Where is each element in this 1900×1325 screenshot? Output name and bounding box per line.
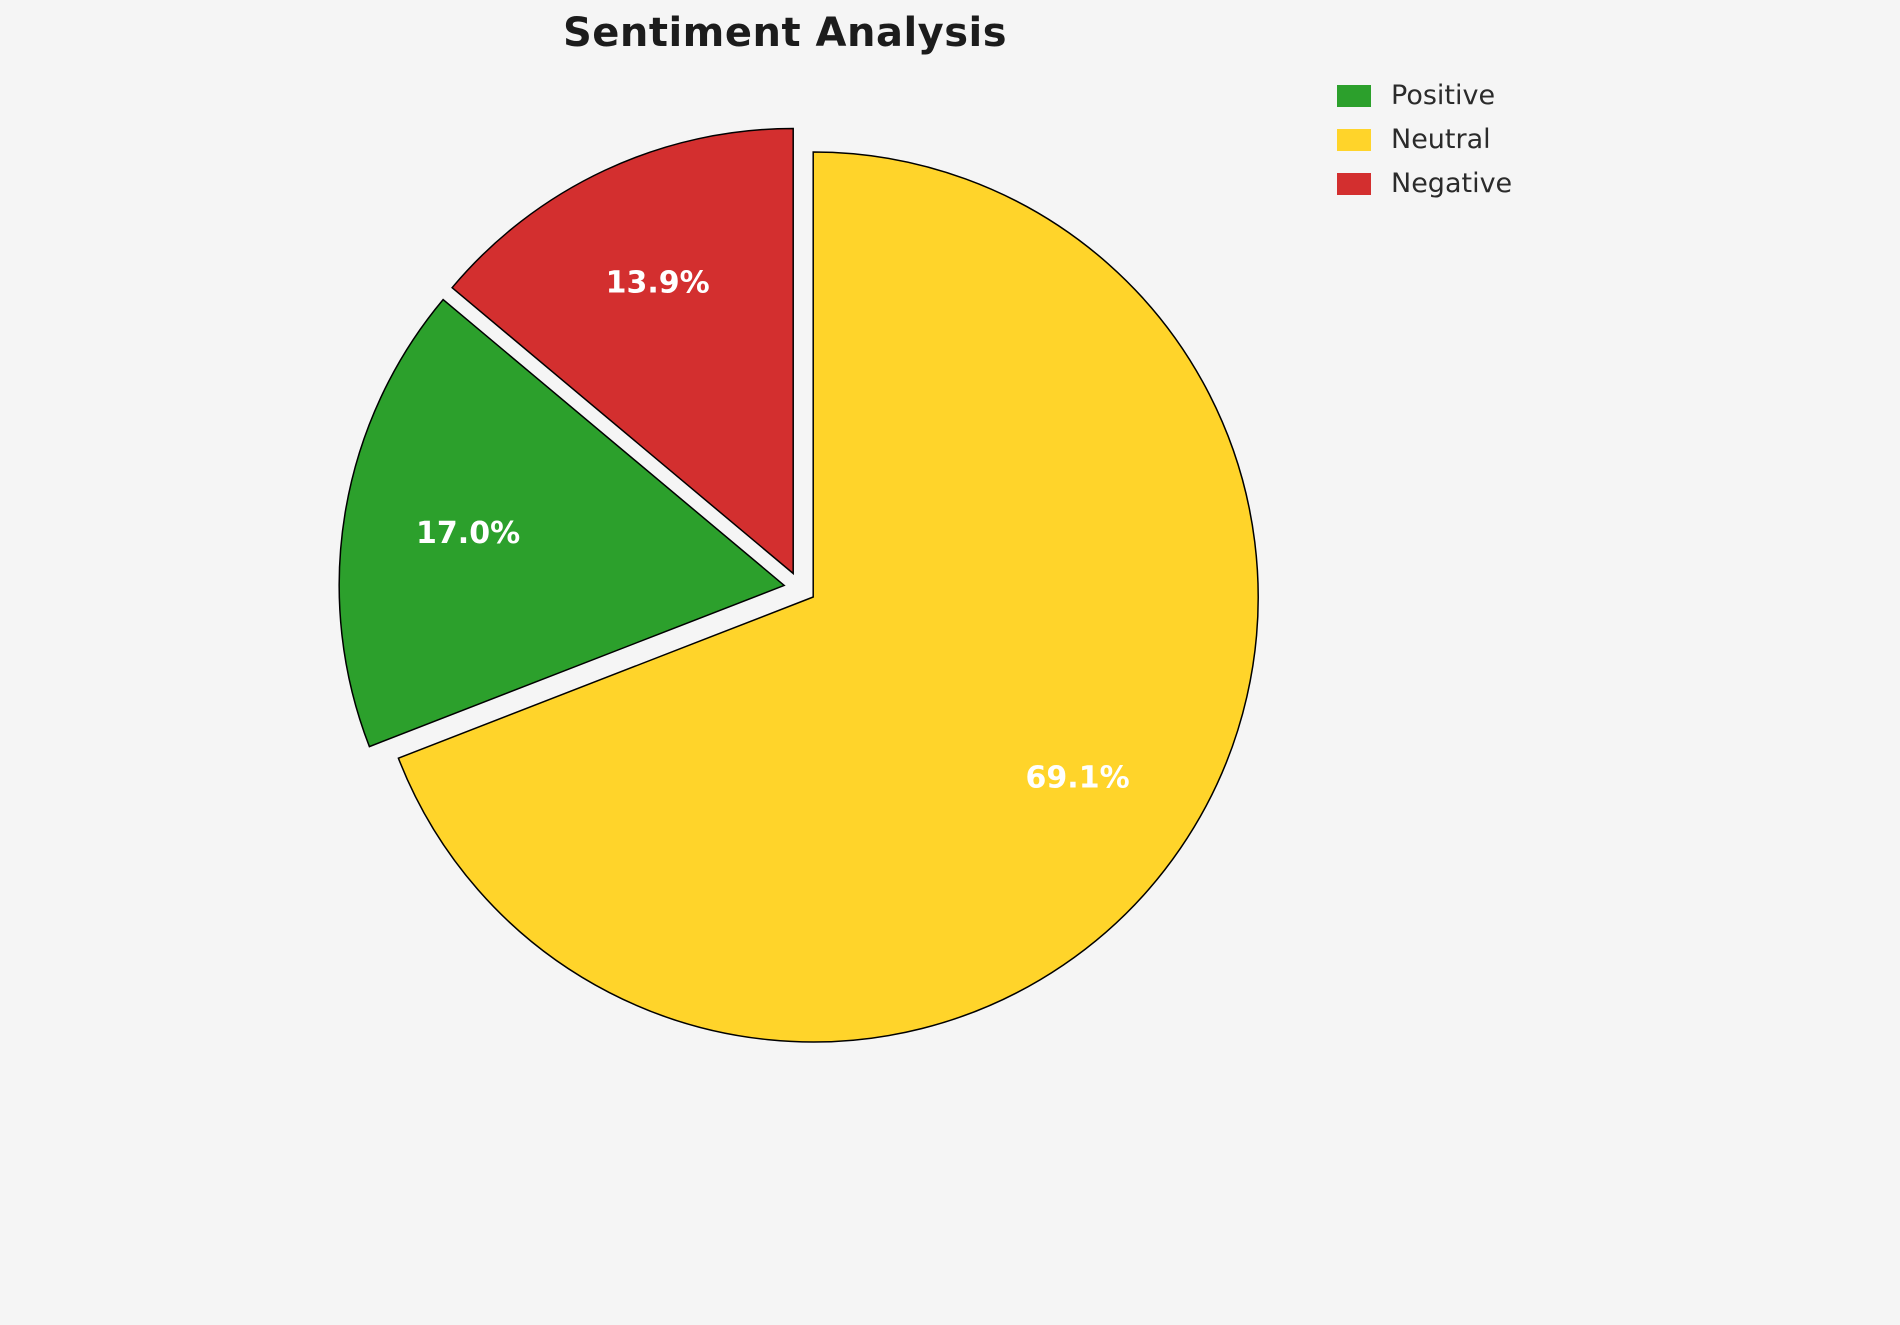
legend: Positive Neutral Negative [1337,82,1512,197]
legend-swatch-neutral-icon [1337,128,1371,151]
legend-label-positive: Positive [1391,80,1496,111]
legend-label-neutral: Neutral [1391,124,1491,155]
pct-label-neutral: 69.1% [1026,761,1130,796]
pct-label-positive: 17.0% [416,516,520,551]
chart-title: Sentiment Analysis [562,10,1008,56]
pie-slice-neutral [397,151,1259,1043]
legend-swatch-positive-icon [1337,84,1371,107]
legend-item-positive: Positive [1337,82,1512,109]
pct-label-negative: 13.9% [606,266,710,301]
legend-item-neutral: Neutral [1337,126,1512,153]
pie-slice-negative [451,127,794,576]
pie-slice-positive [338,298,786,748]
legend-swatch-negative-icon [1337,172,1371,195]
legend-label-negative: Negative [1391,168,1513,199]
legend-item-negative: Negative [1337,170,1512,197]
